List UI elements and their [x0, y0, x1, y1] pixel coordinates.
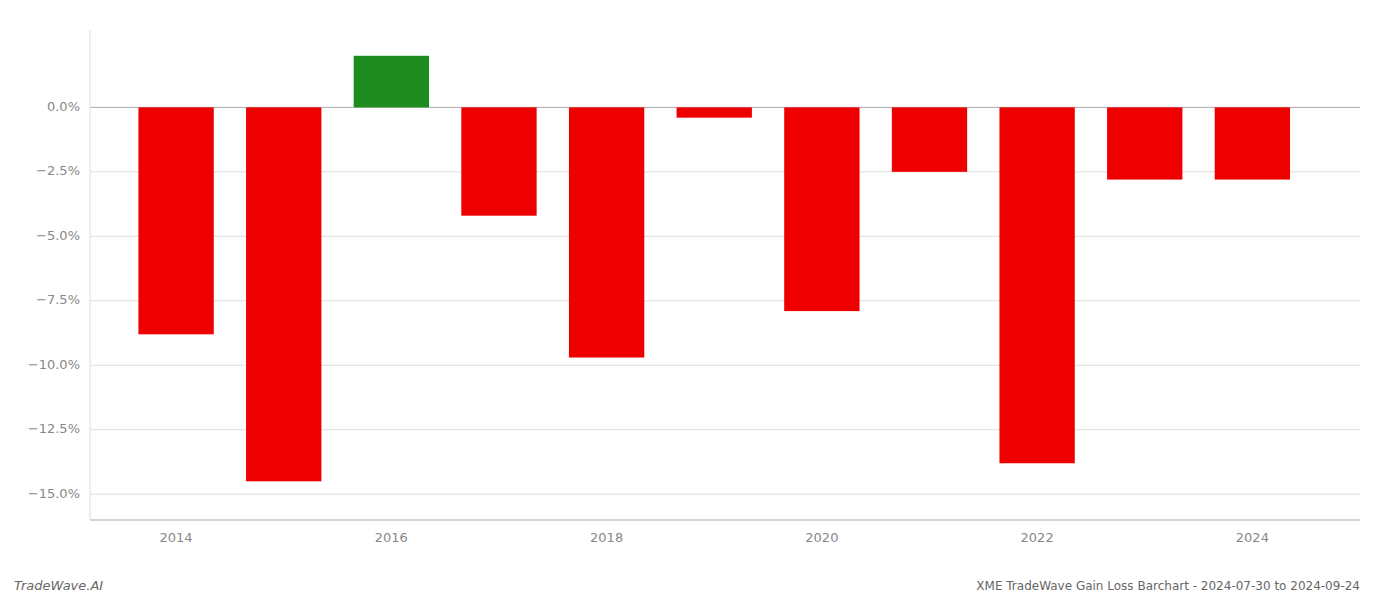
bar: [461, 107, 536, 215]
chart: 0.0% −2.5% −5.0% −7.5% −10.0% −12.5% −15.0% 201…: [0, 0, 1400, 600]
bars: [138, 56, 1290, 482]
grid: [90, 107, 1360, 494]
x-tick-label: 2022: [1021, 530, 1054, 545]
bar: [1107, 107, 1182, 179]
title: XME TradeWave Gain Loss Barchart - 2024-…: [976, 579, 1360, 593]
y-tick-label: −15.0%: [28, 486, 80, 501]
bar: [892, 107, 967, 171]
bar: [138, 107, 213, 334]
y-tick-label: −7.5%: [36, 292, 80, 307]
watermark: TradeWave.AI: [14, 578, 103, 593]
x-tick-label: 2016: [375, 530, 408, 545]
x-tick-label: 2024: [1236, 530, 1269, 545]
bar: [1215, 107, 1290, 179]
y-tick-label: −2.5%: [36, 163, 80, 178]
bar: [784, 107, 859, 311]
y-axis-line: [90, 30, 91, 520]
bar: [677, 107, 752, 117]
bar: [569, 107, 644, 357]
x-tick-label: 2020: [805, 530, 838, 545]
y-tick-label: −10.0%: [28, 357, 80, 372]
x-tick-label: 2018: [590, 530, 623, 545]
y-tick-label: −12.5%: [28, 421, 80, 436]
x-axis-line: [90, 519, 1360, 520]
y-tick-label: −5.0%: [36, 228, 80, 243]
grid-line: [90, 494, 1360, 495]
x-tick-label: 2014: [160, 530, 193, 545]
background: [0, 0, 1400, 600]
bar: [999, 107, 1074, 463]
bar: [354, 56, 429, 108]
y-tick-label: 0.0%: [47, 99, 80, 114]
bar: [246, 107, 321, 481]
